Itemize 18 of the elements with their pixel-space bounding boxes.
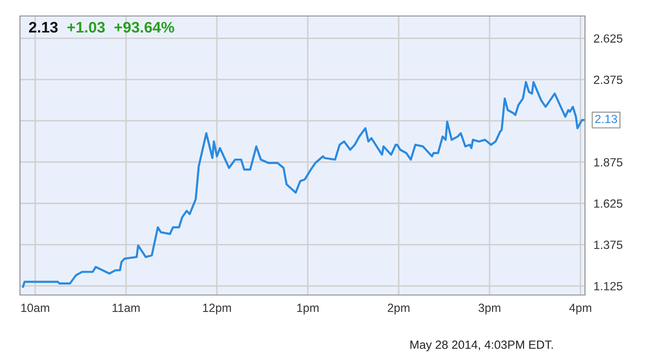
y-tick-label: 1.125 <box>594 282 622 290</box>
x-tick-label: 1pm <box>297 304 319 314</box>
y-tick-label: 1.375 <box>594 240 622 250</box>
x-tick-label: 2pm <box>388 304 410 314</box>
y-tick-label: 1.625 <box>594 199 622 208</box>
x-tick-label: 11am <box>112 304 140 312</box>
y-tick-label: 2.625 <box>594 34 622 43</box>
y-tick-label: 2.375 <box>594 76 622 84</box>
chart-title: 2.13 <box>29 22 58 33</box>
y-tick-label: 1.875 <box>594 158 622 166</box>
x-tick-label: 4pm <box>569 304 592 314</box>
chart-subtitle: +1.03 +93.64% <box>67 22 174 33</box>
x-tick-label: 3pm <box>478 304 500 314</box>
x-tick-label: 12pm <box>203 304 231 314</box>
x-tick-label: 10am <box>21 304 50 312</box>
annotation: 2.13 <box>595 114 618 124</box>
line-series <box>22 80 585 288</box>
text: May 28 2014, 4:03PM EDT. <box>410 340 553 352</box>
